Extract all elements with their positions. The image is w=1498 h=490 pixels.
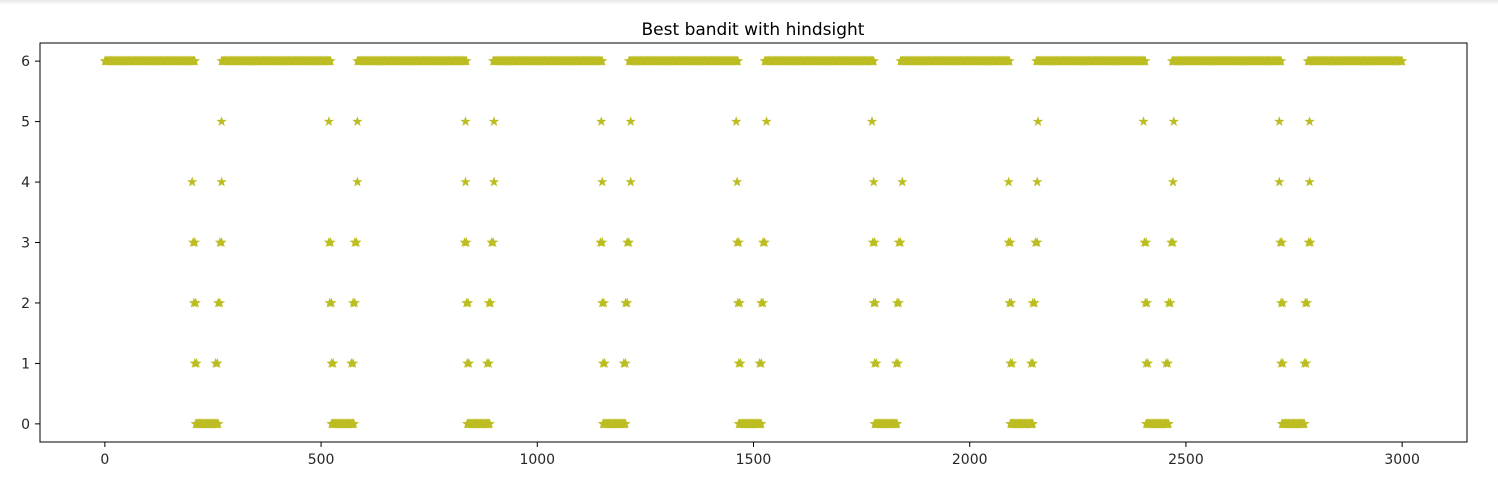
marker-run-y6-7 (1031, 55, 1151, 66)
marker-run-y0-15 (869, 418, 903, 429)
data-point (1274, 116, 1285, 127)
data-point (1304, 116, 1315, 127)
y-tick-label: 4 (21, 175, 30, 191)
marker-run-y6-0 (99, 55, 201, 66)
data-point (1138, 116, 1149, 127)
top-shadow (0, 0, 1498, 5)
data-point (488, 176, 500, 187)
data-point (186, 176, 198, 187)
marker-run-y6-9 (1302, 55, 1408, 66)
data-point (352, 176, 363, 187)
data-point (216, 116, 227, 127)
marker-run-y6-5 (759, 55, 879, 66)
x-tick-label: 2000 (952, 452, 988, 468)
y-tick-label: 2 (21, 296, 30, 312)
data-point (730, 116, 742, 127)
y-tick-label: 1 (21, 356, 30, 372)
x-tick-label: 1500 (736, 452, 772, 468)
marker-run-y0-17 (1140, 418, 1174, 429)
data-point (596, 116, 607, 127)
marker-run-y0-13 (597, 418, 631, 429)
y-tick-label: 6 (21, 54, 30, 70)
data-marks (99, 55, 1408, 429)
x-tick-label: 500 (308, 452, 335, 468)
marker-run-y0-12 (461, 418, 495, 429)
data-point (625, 176, 636, 187)
y-axis: 0 1 2 3 4 5 6 (21, 54, 40, 433)
marker-run-y0-18 (1276, 418, 1310, 429)
chart-title: Best bandit with hindsight (642, 20, 865, 40)
marker-run-y6-4 (623, 55, 744, 66)
data-point (1274, 176, 1285, 187)
data-point (897, 176, 908, 187)
data-point (1167, 176, 1179, 187)
x-tick-label: 3000 (1384, 452, 1420, 468)
marker-run-y0-10 (190, 418, 224, 429)
plot-frame (39, 42, 1468, 443)
data-point (868, 176, 879, 187)
y-tick-label: 3 (21, 236, 30, 252)
marker-run-y6-6 (895, 55, 1015, 66)
x-tick-label: 2500 (1168, 452, 1204, 468)
data-point (731, 176, 743, 187)
marker-run-y6-3 (487, 55, 608, 66)
marker-run-y0-14 (733, 418, 767, 429)
data-point (1031, 176, 1043, 187)
data-point (460, 176, 471, 187)
marker-run-y6-2 (352, 55, 472, 66)
data-point (761, 116, 772, 127)
x-tick-label: 1000 (519, 452, 555, 468)
data-point (866, 116, 878, 127)
x-tick-label: 0 (100, 452, 109, 468)
data-point (596, 176, 608, 187)
data-point (460, 116, 471, 127)
marker-run-y0-16 (1005, 418, 1039, 429)
data-point (1304, 176, 1315, 187)
data-point (323, 116, 335, 127)
data-point (1032, 116, 1044, 127)
marker-run-y0-11 (326, 418, 360, 429)
data-point (488, 116, 500, 127)
marker-run-y6-1 (216, 55, 336, 66)
y-tick-label: 5 (21, 115, 30, 131)
data-point (625, 116, 636, 127)
data-point (1003, 176, 1014, 187)
x-axis: 0 500 1000 1500 2000 2500 3000 (100, 442, 1420, 468)
data-point (352, 116, 363, 127)
data-point (216, 176, 227, 187)
data-point (1168, 116, 1180, 127)
marker-run-y6-8 (1166, 55, 1287, 66)
y-tick-label: 0 (21, 417, 30, 433)
